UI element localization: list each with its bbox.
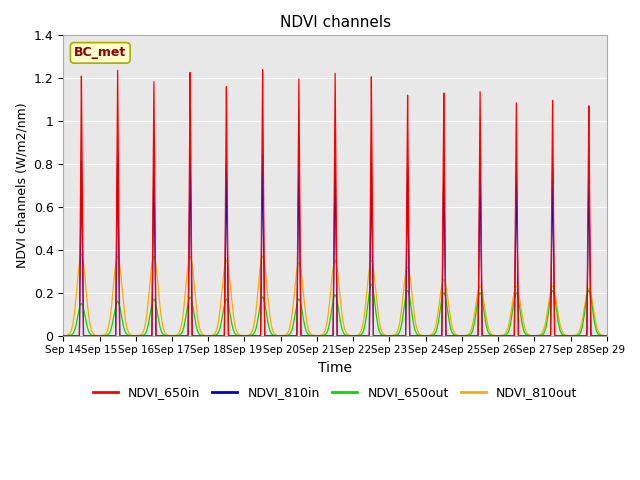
Text: BC_met: BC_met [74,47,127,60]
Legend: NDVI_650in, NDVI_810in, NDVI_650out, NDVI_810out: NDVI_650in, NDVI_810in, NDVI_650out, NDV… [88,382,582,405]
Title: NDVI channels: NDVI channels [280,15,390,30]
Y-axis label: NDVI channels (W/m2/nm): NDVI channels (W/m2/nm) [15,103,28,268]
X-axis label: Time: Time [318,361,352,375]
